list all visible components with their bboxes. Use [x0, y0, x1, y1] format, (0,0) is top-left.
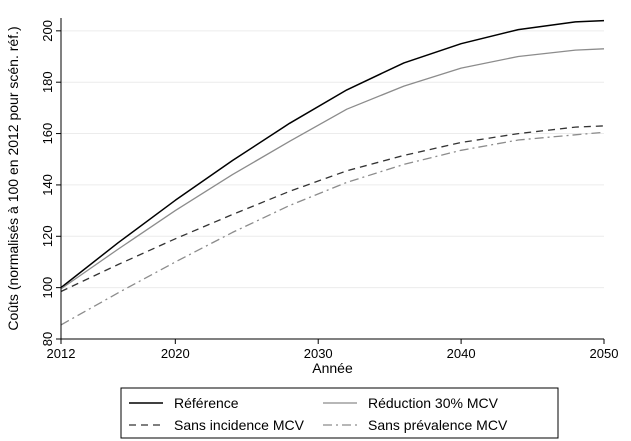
y-tick-label: 120	[40, 225, 55, 247]
y-tick-label: 80	[40, 332, 55, 346]
x-tick-label: 2020	[161, 346, 190, 361]
gridlines	[61, 30, 604, 340]
series-line-4	[60, 131, 605, 326]
x-axis-label: Année	[312, 360, 353, 376]
legend: Référence Réduction 30% MCV Sans incidence…	[120, 387, 559, 439]
legend-box	[120, 387, 559, 439]
y-tick-label: 100	[40, 277, 55, 299]
series-line-2	[60, 48, 605, 290]
y-tick-label: 180	[40, 71, 55, 93]
series-lines	[60, 19, 605, 326]
x-ticks: 2012 2020 2030 2040 2050	[47, 339, 619, 361]
y-tick-label: 140	[40, 174, 55, 196]
x-tick-label: 2030	[304, 346, 333, 361]
y-axis-label: Coûts (normalisés à 100 en 2012 pour scé…	[5, 26, 21, 330]
legend-label: Sans prévalence MCV	[368, 417, 508, 433]
series-line-3	[60, 125, 605, 293]
x-tick-label: 2040	[447, 346, 476, 361]
axes	[60, 18, 604, 340]
series-line-1	[60, 19, 605, 289]
y-tick-label: 160	[40, 123, 55, 145]
x-tick-label: 2050	[590, 346, 619, 361]
y-ticks: 80 100 120 140 160 180 200	[40, 20, 61, 346]
legend-label: Réduction 30% MCV	[368, 395, 499, 411]
x-tick-label: 2012	[47, 346, 76, 361]
legend-label: Référence	[174, 395, 239, 411]
y-tick-label: 200	[40, 20, 55, 42]
legend-label: Sans incidence MCV	[174, 417, 305, 433]
